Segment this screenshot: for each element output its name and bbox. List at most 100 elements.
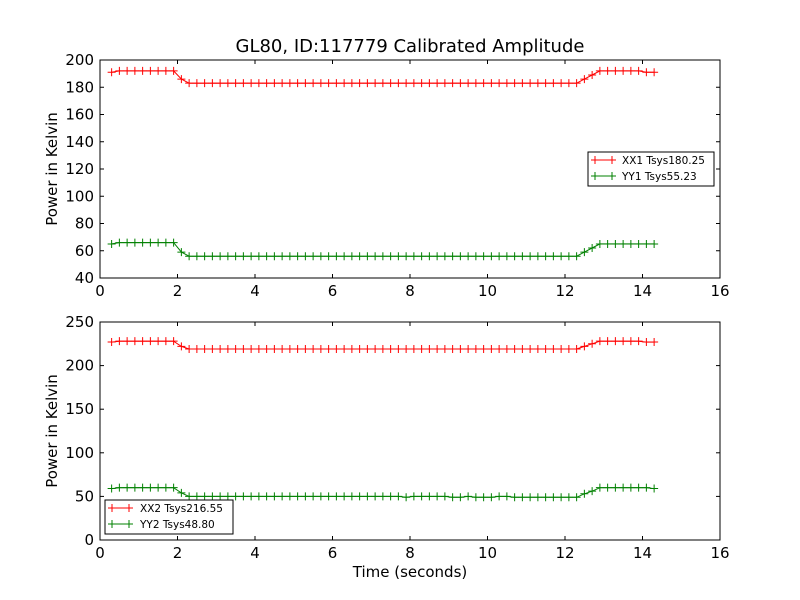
data-point-marker: [130, 337, 139, 346]
bottom-y-tick-label: 0: [84, 531, 94, 549]
legend-marker: [608, 156, 616, 164]
data-point-marker: [564, 493, 573, 502]
bottom-x-tick-label: 2: [173, 544, 183, 562]
data-point-marker: [332, 492, 341, 501]
data-point-marker: [301, 492, 310, 501]
data-point-marker: [510, 493, 519, 502]
data-point-marker: [332, 79, 341, 88]
data-point-marker: [285, 252, 294, 261]
bottom-legend-box: [104, 499, 234, 535]
data-point-marker: [650, 338, 659, 347]
data-point-marker: [479, 252, 488, 261]
data-point-marker: [254, 252, 263, 261]
data-point-marker: [223, 345, 232, 354]
top-y-tick-label: 100: [65, 187, 94, 205]
data-point-marker: [518, 493, 527, 502]
data-point-marker: [146, 238, 155, 247]
data-point-marker: [518, 79, 527, 88]
data-point-marker: [355, 252, 364, 261]
data-point-marker: [580, 75, 589, 84]
data-point-marker: [324, 252, 333, 261]
data-point-marker: [619, 66, 628, 75]
data-point-marker: [316, 345, 325, 354]
bottom-y-tick-label: 200: [65, 357, 94, 375]
legend-label-yy2: YY2 Tsys48.80: [139, 519, 215, 531]
data-point-marker: [309, 79, 318, 88]
data-point-marker: [626, 337, 635, 346]
data-point-marker: [502, 79, 511, 88]
data-point-marker: [433, 345, 442, 354]
bottom-y-axis-label: Power in Kelvin: [43, 374, 61, 488]
data-point-marker: [161, 337, 170, 346]
data-point-marker: [347, 79, 356, 88]
data-point-marker: [169, 66, 178, 75]
data-point-marker: [347, 345, 356, 354]
data-point-marker: [347, 252, 356, 261]
data-point-marker: [448, 493, 457, 502]
data-point-marker: [231, 79, 240, 88]
data-point-marker: [138, 483, 147, 492]
data-point-marker: [270, 345, 279, 354]
data-point-marker: [223, 492, 232, 501]
data-point-marker: [564, 345, 573, 354]
top-y-tick-label: 200: [65, 51, 94, 69]
data-point-marker: [107, 239, 116, 248]
data-point-marker: [146, 66, 155, 75]
data-point-marker: [611, 66, 620, 75]
data-point-marker: [161, 66, 170, 75]
data-point-marker: [185, 252, 194, 261]
data-point-marker: [611, 239, 620, 248]
data-point-marker: [394, 345, 403, 354]
data-point-marker: [254, 492, 263, 501]
data-point-marker: [332, 345, 341, 354]
data-point-marker: [254, 345, 263, 354]
bottom-x-tick-label: 8: [405, 544, 415, 562]
data-point-marker: [123, 238, 132, 247]
data-point-marker: [394, 492, 403, 501]
top-y-tick-label: 40: [75, 269, 94, 287]
data-point-marker: [270, 252, 279, 261]
data-point-marker: [185, 345, 194, 354]
data-point-marker: [200, 492, 209, 501]
data-point-marker: [541, 252, 550, 261]
data-point-marker: [161, 483, 170, 492]
data-point-marker: [611, 483, 620, 492]
data-point-marker: [549, 79, 558, 88]
data-point-marker: [355, 345, 364, 354]
data-point-marker: [595, 239, 604, 248]
top-y-tick-label: 120: [65, 160, 94, 178]
top-x-tick-label: 0: [95, 282, 105, 300]
data-point-marker: [487, 493, 496, 502]
data-point-marker: [332, 252, 341, 261]
data-point-marker: [363, 492, 372, 501]
data-point-marker: [301, 252, 310, 261]
data-point-marker: [309, 345, 318, 354]
data-point-marker: [634, 239, 643, 248]
data-point-marker: [293, 79, 302, 88]
bottom-x-tick-label: 6: [328, 544, 338, 562]
data-point-marker: [495, 492, 504, 501]
data-point-marker: [402, 252, 411, 261]
data-point-marker: [479, 493, 488, 502]
data-point-marker: [464, 252, 473, 261]
data-point-marker: [417, 79, 426, 88]
data-point-marker: [185, 79, 194, 88]
top-y-tick-label: 60: [75, 242, 94, 260]
legend-marker: [108, 520, 116, 528]
data-point-marker: [138, 66, 147, 75]
legend-marker: [591, 172, 599, 180]
data-point-marker: [130, 66, 139, 75]
data-point-marker: [386, 79, 395, 88]
bottom-series-layer: [107, 337, 659, 502]
data-point-marker: [440, 492, 449, 501]
top-y-tick-label: 140: [65, 133, 94, 151]
data-point-marker: [247, 79, 256, 88]
data-point-marker: [502, 252, 511, 261]
data-point-marker: [549, 345, 558, 354]
data-point-marker: [533, 345, 542, 354]
data-point-marker: [634, 483, 643, 492]
legend-marker: [125, 520, 133, 528]
data-point-marker: [471, 345, 480, 354]
top-x-tick-label: 2: [173, 282, 183, 300]
legend-marker: [591, 156, 599, 164]
